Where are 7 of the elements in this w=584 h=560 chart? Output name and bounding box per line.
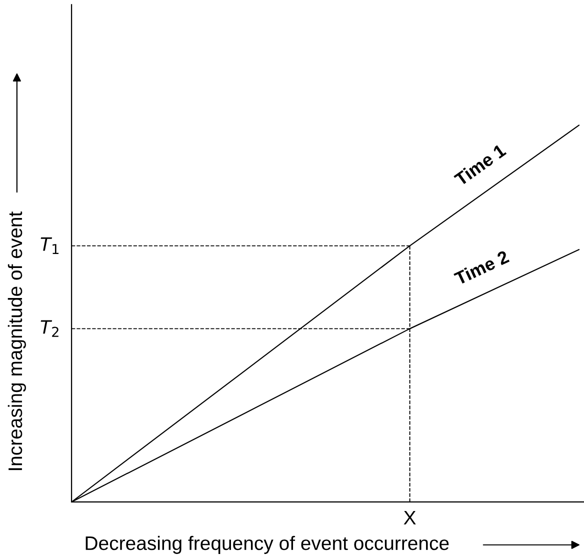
ref-line-label: T$_{2}$ — [40, 320, 58, 337]
text: X — [404, 511, 416, 524]
text: Time 2 — [453, 250, 510, 286]
x-axis-title: Decreasing frequency of event occurrence — [86, 536, 449, 554]
text: Time 1 — [453, 143, 507, 187]
y-axis-title: Increasing magnitude of event — [8, 211, 26, 470]
ref-line-label: T$_{1}$ — [40, 237, 59, 254]
